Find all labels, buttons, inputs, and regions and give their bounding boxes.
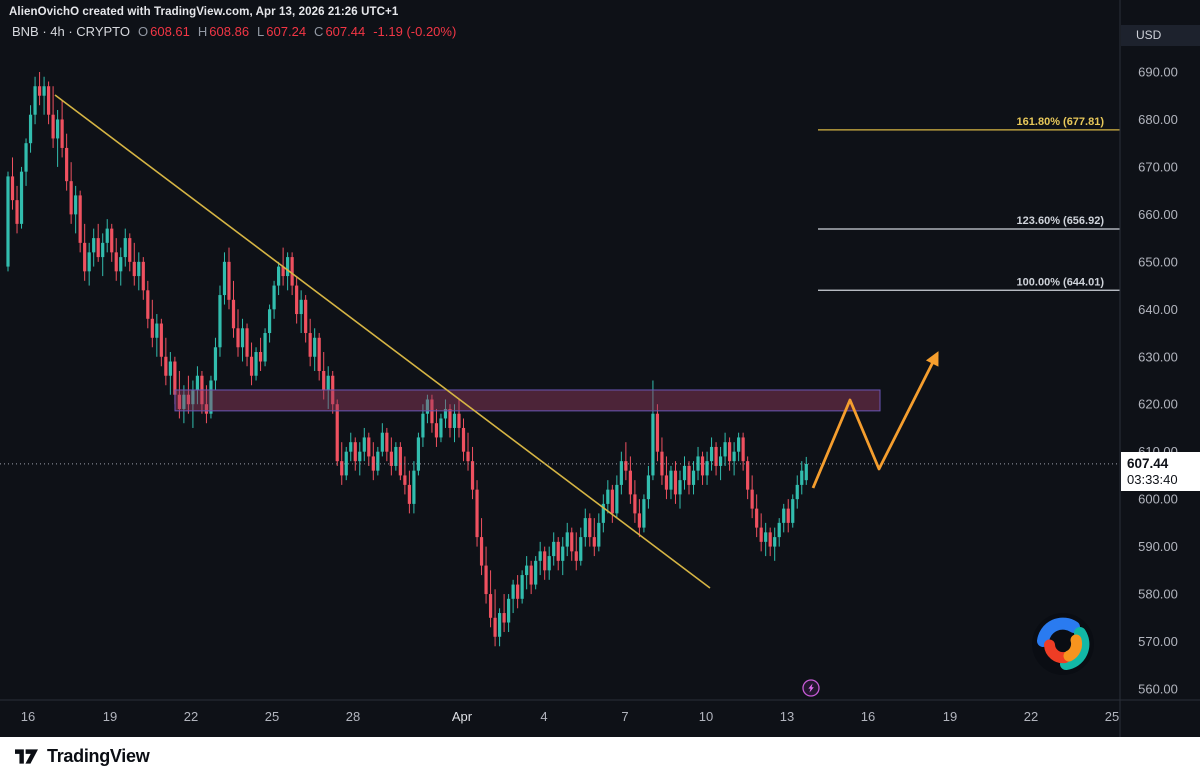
candlestick-series xyxy=(6,72,808,647)
symbol-title[interactable]: BNB · 4h · CRYPTO xyxy=(12,24,130,39)
tradingview-brand-link[interactable]: TradingView xyxy=(13,745,150,768)
time-axis-label[interactable]: 22 xyxy=(184,709,198,724)
descending-trendline[interactable] xyxy=(54,94,711,589)
ohlc-low: L 607.24 xyxy=(257,24,307,39)
time-axis-label[interactable]: Apr xyxy=(452,709,473,724)
price-axis-label: 560.00 xyxy=(1138,681,1178,696)
price-axis-label: 680.00 xyxy=(1138,112,1178,127)
time-axis-label[interactable]: 25 xyxy=(265,709,279,724)
time-axis-label[interactable]: 25 xyxy=(1105,709,1119,724)
time-axis-label[interactable]: 22 xyxy=(1024,709,1038,724)
footer: TradingView xyxy=(0,737,1200,776)
fib-level-label: 161.80% (677.81) xyxy=(1017,116,1105,128)
lightning-badge-icon[interactable] xyxy=(802,679,820,697)
brand-swirl-logo xyxy=(1032,613,1094,675)
price-axis-label: 660.00 xyxy=(1138,207,1178,222)
ohlc-change: -1.19 (-0.20%) xyxy=(373,24,457,39)
watermark-attribution: AlienOvichO created with TradingView.com… xyxy=(9,6,399,18)
time-axis-label[interactable]: 16 xyxy=(861,709,875,724)
projection-arrow[interactable] xyxy=(811,351,939,489)
ohlc-high: H 608.86 xyxy=(197,24,250,39)
time-axis-label[interactable]: 4 xyxy=(540,709,547,724)
price-axis-label: 640.00 xyxy=(1138,302,1178,317)
time-axis-label[interactable]: 7 xyxy=(621,709,628,724)
time-axis-label[interactable]: 28 xyxy=(346,709,360,724)
time-axis-label[interactable]: 10 xyxy=(699,709,713,724)
price-axis-label: 600.00 xyxy=(1138,492,1178,507)
price-axis-label: 630.00 xyxy=(1138,349,1178,364)
price-axis-label: 590.00 xyxy=(1138,539,1178,554)
tradingview-logo-icon xyxy=(15,749,38,764)
resistance-zone[interactable] xyxy=(174,389,881,412)
ohlc-open: O 608.61 xyxy=(138,24,190,39)
ohlc-close: C 607.44 xyxy=(314,24,366,39)
price-axis-label: 580.00 xyxy=(1138,587,1178,602)
price-axis-label: 620.00 xyxy=(1138,397,1178,412)
price-axis-label: 690.00 xyxy=(1138,65,1178,80)
chart-canvas[interactable]: 161.80% (677.81) 123.60% (656.92) 100.00% … xyxy=(0,0,1200,737)
tradingview-brand-text: TradingView xyxy=(47,746,150,766)
symbol-info-row: BNB · 4h · CRYPTO O 608.61 H 608.86 L 607.2… xyxy=(12,24,456,39)
last-price-label: 607.44 03:33:40 xyxy=(1121,452,1200,491)
time-axis-label[interactable]: 13 xyxy=(780,709,794,724)
time-axis-label[interactable]: 19 xyxy=(943,709,957,724)
currency-toggle-usd[interactable]: USD xyxy=(1121,25,1200,46)
time-axis-label[interactable]: 19 xyxy=(103,709,117,724)
price-axis-label: 570.00 xyxy=(1138,634,1178,649)
time-axis-label[interactable]: 16 xyxy=(21,709,35,724)
last-price-value: 607.44 xyxy=(1127,456,1169,471)
price-axis-label: 650.00 xyxy=(1138,254,1178,269)
price-axis-label: 670.00 xyxy=(1138,159,1178,174)
fib-level-label: 123.60% (656.92) xyxy=(1017,215,1105,227)
last-price-countdown: 03:33:40 xyxy=(1127,472,1178,487)
fib-level-label: 100.00% (644.01) xyxy=(1017,276,1105,288)
